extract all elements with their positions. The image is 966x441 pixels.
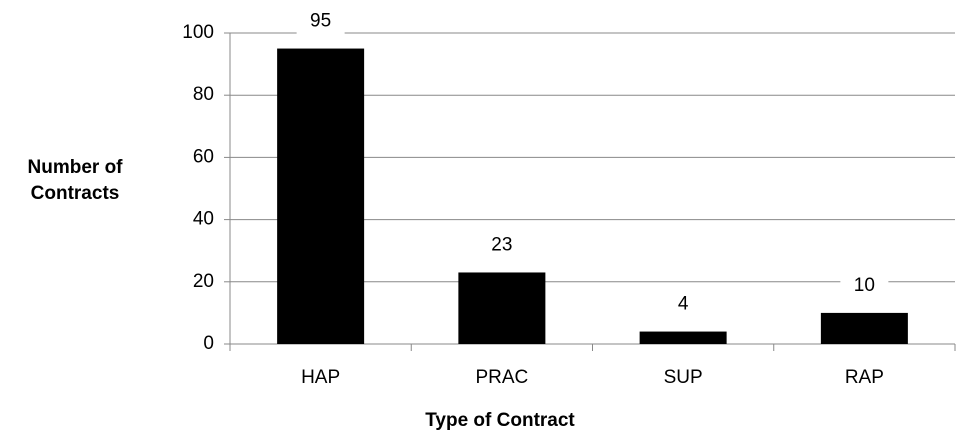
data-label-bg [477,232,526,259]
y-tick-label: 100 [182,22,214,43]
x-axis-label: Type of Contract [425,410,575,431]
y-axis-label: Number of Contracts [27,157,123,204]
y-tick-label: 40 [193,209,214,230]
data-label: 95 [310,11,331,32]
y-tick-label: 60 [193,146,214,167]
x-tick-label: RAP [845,367,884,388]
data-label-bg [296,8,345,35]
data-label-bg [840,272,889,299]
x-tick-label: SUP [664,367,703,388]
data-label: 4 [678,294,689,315]
x-tick-label: HAP [301,367,340,388]
data-label: 23 [491,234,512,255]
y-tick-label: 20 [193,271,214,292]
bar [820,312,908,344]
data-label: 10 [854,275,875,296]
data-label-bg [659,291,708,318]
y-tick-label: 80 [193,84,214,105]
bar [639,331,727,344]
bar [458,272,546,344]
bar [277,48,365,345]
x-tick-label: PRAC [475,367,528,388]
y-tick-label: 0 [203,333,214,354]
